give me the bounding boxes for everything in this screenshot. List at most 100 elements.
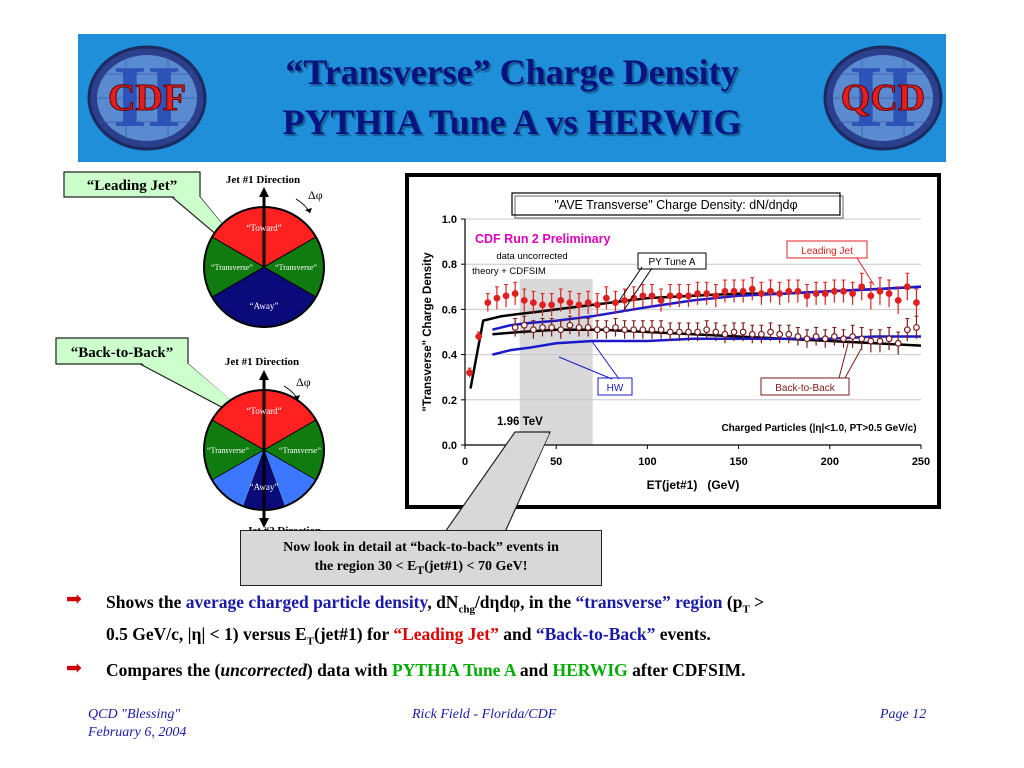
point-leading-jet bbox=[575, 301, 583, 309]
point-back-to-back bbox=[830, 333, 838, 340]
py-pointer bbox=[623, 267, 653, 311]
point-leading-jet bbox=[858, 283, 866, 291]
back-to-back-note: Now look in detail at “back-to-back” eve… bbox=[240, 530, 602, 586]
leading-jet-label: Leading Jet bbox=[801, 246, 853, 257]
point-back-to-back bbox=[849, 333, 857, 340]
point-back-to-back bbox=[602, 326, 610, 334]
point-back-to-back bbox=[511, 324, 519, 331]
point-back-to-back bbox=[612, 324, 619, 331]
away-label: “Away” bbox=[250, 482, 279, 492]
x-axis-label: ET(jet#1) (GeV) bbox=[647, 478, 740, 492]
dphi-label: Δφ bbox=[308, 188, 323, 202]
data-uncorrected-note: data uncorrected bbox=[496, 251, 567, 262]
point-leading-jet bbox=[913, 299, 920, 307]
note-line1: Now look in detail at “back-to-back” eve… bbox=[283, 540, 559, 555]
point-back-to-back bbox=[894, 339, 902, 347]
point-back-to-back bbox=[575, 324, 583, 331]
point-back-to-back bbox=[876, 337, 884, 345]
point-leading-jet bbox=[840, 287, 847, 295]
title-banner bbox=[78, 34, 946, 162]
point-leading-jet bbox=[830, 287, 838, 295]
svg-text:II: II bbox=[849, 49, 918, 146]
point-back-to-back bbox=[776, 330, 784, 338]
b2b-pointer bbox=[838, 339, 850, 379]
point-back-to-back bbox=[767, 328, 774, 336]
y-tick-label: 0.6 bbox=[442, 304, 457, 316]
py-tune-a-label-box bbox=[637, 252, 707, 270]
py-pointer bbox=[618, 266, 643, 302]
bullet-1: Shows the average charged particle densi… bbox=[106, 592, 765, 647]
point-leading-jet bbox=[785, 287, 793, 295]
point-leading-jet bbox=[794, 287, 802, 295]
point-leading-jet bbox=[712, 292, 720, 300]
point-back-to-back bbox=[685, 328, 692, 336]
y-tick-label: 1.0 bbox=[442, 214, 457, 226]
point-leading-jet bbox=[703, 290, 711, 297]
point-back-to-back bbox=[639, 326, 647, 334]
point-leading-jet bbox=[776, 290, 784, 297]
jet1-direction-label: Jet #1 Direction bbox=[225, 356, 299, 368]
point-back-to-back bbox=[712, 328, 720, 336]
point-leading-jet bbox=[903, 283, 911, 291]
theory-cdfsim-note: theory + CDFSIM bbox=[472, 266, 546, 277]
point-leading-jet bbox=[520, 296, 528, 304]
point-leading-jet bbox=[685, 292, 692, 300]
point-leading-jet bbox=[639, 292, 647, 300]
point-leading-jet bbox=[612, 299, 619, 307]
hw-pointer bbox=[558, 356, 613, 380]
point-back-to-back bbox=[867, 337, 875, 345]
point-back-to-back bbox=[539, 324, 546, 331]
jet1-direction-label: Jet #1 Direction bbox=[226, 174, 300, 186]
bullet-arrow-icon: ➡ bbox=[66, 589, 82, 610]
back-to-back-label: Back-to-Back bbox=[775, 383, 835, 394]
point-back-to-back bbox=[621, 326, 629, 334]
point-leading-jet bbox=[694, 290, 701, 297]
transverse-right-label: “Transverse” bbox=[279, 446, 321, 455]
point-back-to-back bbox=[812, 333, 820, 340]
point-back-to-back bbox=[657, 326, 665, 334]
transverse-left-label: “Transverse” bbox=[207, 446, 249, 455]
point-leading-jet bbox=[849, 290, 857, 297]
point-back-to-back bbox=[903, 326, 911, 334]
point-back-to-back bbox=[630, 326, 638, 334]
py-tune-a-label: PY Tune A bbox=[648, 257, 695, 268]
point-back-to-back bbox=[593, 326, 601, 334]
callout-back-to-back: “Back-to-Back” bbox=[71, 345, 174, 361]
b2b-pointer bbox=[844, 348, 862, 379]
point-leading-jet bbox=[767, 287, 774, 295]
back-to-back-diagram: “Back-to-Back” Jet #1 Direction Δφ “Towa… bbox=[55, 337, 325, 535]
point-leading-jet bbox=[876, 287, 884, 295]
point-leading-jet bbox=[602, 294, 610, 302]
point-back-to-back bbox=[913, 324, 920, 331]
leading-jet-label-box bbox=[786, 240, 868, 259]
point-back-to-back bbox=[858, 335, 866, 343]
point-back-to-back bbox=[666, 328, 674, 336]
point-leading-jet bbox=[539, 301, 546, 309]
point-back-to-back bbox=[758, 330, 765, 338]
point-leading-jet bbox=[803, 292, 811, 300]
point-leading-jet bbox=[867, 292, 875, 300]
point-leading-jet bbox=[821, 290, 829, 297]
point-back-to-back bbox=[730, 328, 738, 336]
point-leading-jet bbox=[675, 292, 683, 300]
dphi-label: Δφ bbox=[296, 375, 311, 389]
hw-label-box bbox=[597, 377, 633, 396]
point-leading-jet bbox=[721, 287, 729, 295]
note-line2-sub: T bbox=[416, 563, 425, 577]
lj-pointer bbox=[856, 257, 875, 286]
point-leading-jet bbox=[812, 290, 820, 297]
point-leading-jet bbox=[666, 292, 674, 300]
y-tick-label: 0.2 bbox=[442, 395, 457, 407]
point-back-to-back bbox=[566, 321, 574, 329]
footer-event: QCD "Blessing" February 6, 2004 bbox=[88, 707, 187, 740]
energy-label: 1.96 TeV bbox=[497, 416, 543, 428]
point-leading-jet bbox=[529, 299, 537, 307]
toward-label: “Toward” bbox=[246, 223, 281, 233]
back-to-back-label-box bbox=[760, 377, 850, 396]
footer-author: Rick Field - Florida/CDF bbox=[412, 707, 557, 722]
point-back-to-back bbox=[557, 326, 565, 334]
charge-density-chart: "AVE Transverse" Charge Density: dN/dηdφ… bbox=[422, 192, 930, 492]
note-line2-post: (jet#1) < 70 GeV! bbox=[424, 559, 528, 574]
point-leading-jet bbox=[730, 287, 738, 295]
point-leading-jet bbox=[548, 301, 556, 309]
